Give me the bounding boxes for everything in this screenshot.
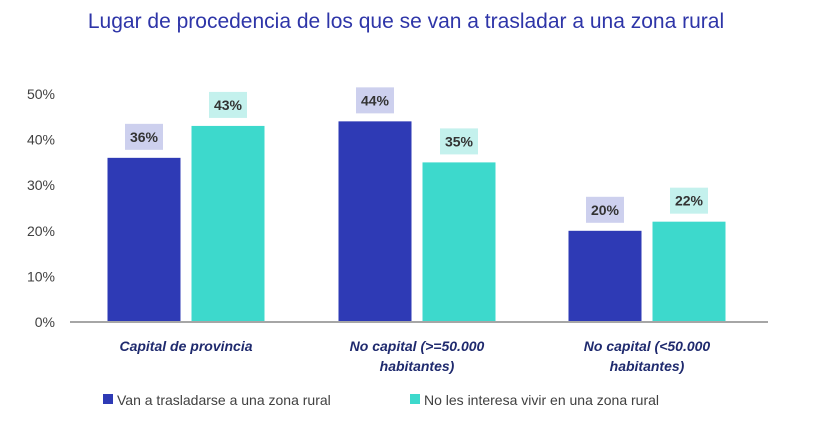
data-label-box [440,128,478,155]
x-axis: Capital de provincia No capital (>=50.000… [70,321,768,374]
bar [422,162,496,322]
y-tick-label: 30% [27,177,55,193]
y-tick-label: 50% [27,86,55,102]
data-label: 20% [591,202,620,218]
legend-label: Van a trasladarse a una zona rural [117,392,331,408]
data-label-box [586,196,624,223]
y-tick-label: 40% [27,132,55,148]
data-labels: 36% 44% 20% 43% 35% 22% [125,87,708,223]
x-category-label: No capital (>=50.000 habitantes) [350,338,485,374]
data-label: 36% [130,129,159,145]
y-tick-label: 10% [27,268,55,284]
x-category-label: Capital de provincia [119,338,252,354]
bar [652,221,726,322]
y-axis: 0% 10% 20% 30% 40% 50% [27,86,55,330]
data-label: 22% [675,193,704,209]
data-label: 35% [445,133,474,149]
chart-title: Lugar de procedencia de los que se van a… [88,10,724,33]
bar [107,157,181,322]
legend-label: No les interesa vivir en una zona rural [424,392,659,408]
data-label-box [670,187,708,214]
y-tick-label: 20% [27,223,55,239]
data-label: 43% [214,97,243,113]
legend-swatch [103,394,113,404]
data-label-box [209,91,247,118]
x-category-label: No capital (<50.000 habitantes) [584,338,711,374]
data-label-box [356,87,394,114]
bar [338,121,412,322]
bar [191,125,265,322]
bars [107,121,726,322]
legend-swatch [410,394,420,404]
data-label-box [125,123,163,150]
data-label: 44% [361,92,390,108]
legend: Van a trasladarse a una zona rural No les… [103,392,659,408]
bar [568,230,642,322]
y-tick-label: 0% [35,314,55,330]
